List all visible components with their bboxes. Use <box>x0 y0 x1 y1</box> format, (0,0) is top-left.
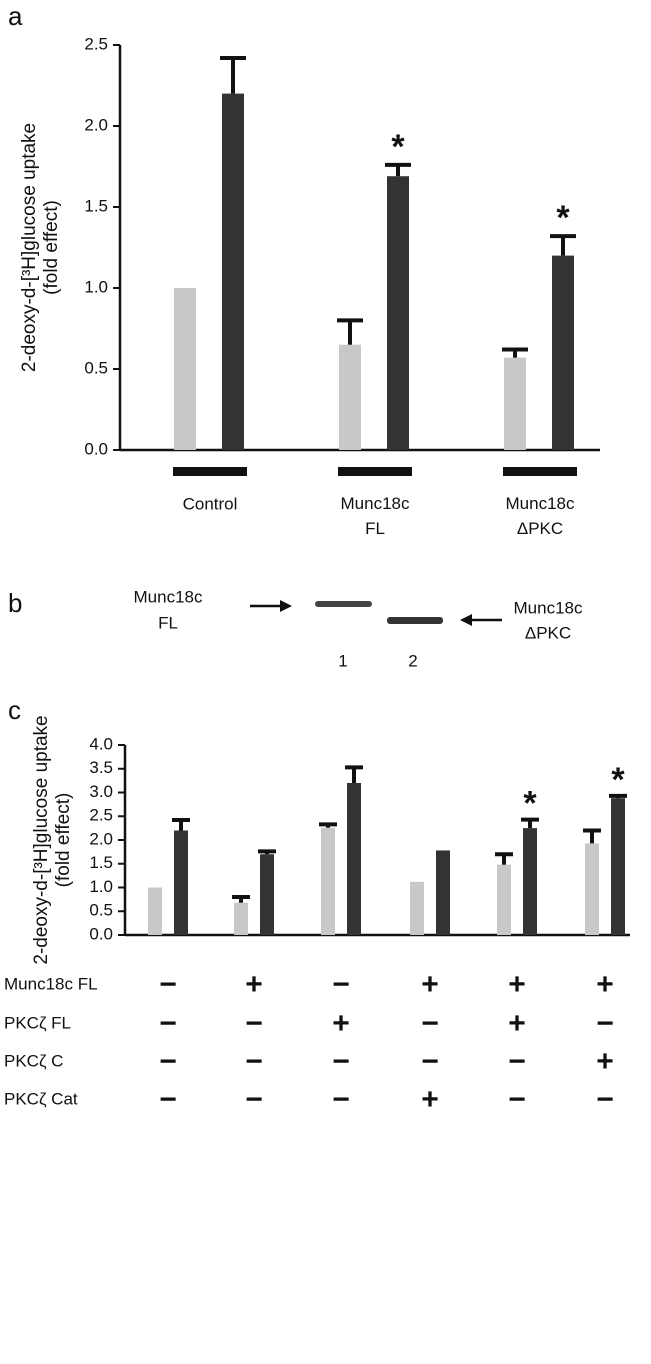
group-bar <box>503 467 577 476</box>
bar <box>260 854 274 935</box>
panel-label: b <box>8 588 22 618</box>
y-tick-label: 3.0 <box>89 782 113 801</box>
y-axis-label: (fold effect) <box>41 200 62 295</box>
y-axis-label: (fold effect) <box>53 793 74 888</box>
blot-label: Munc18c <box>514 598 583 617</box>
condition-sign: − <box>159 1045 177 1078</box>
significance: * <box>556 199 570 237</box>
y-tick-label: 2.5 <box>89 806 113 825</box>
y-tick-label: 3.5 <box>89 758 113 777</box>
condition-label: Munc18c FL <box>4 974 98 993</box>
condition-sign: − <box>332 1045 350 1078</box>
y-tick-label: 0.5 <box>89 901 113 920</box>
condition-sign: + <box>332 1007 350 1040</box>
y-tick-label: 2.5 <box>84 34 108 53</box>
y-tick-label: 0.5 <box>84 358 108 377</box>
condition-sign: − <box>332 1083 350 1116</box>
band <box>387 617 443 624</box>
condition-sign: − <box>508 1045 526 1078</box>
condition-label: PKCζ Cat <box>4 1089 78 1108</box>
condition-sign: − <box>421 1007 439 1040</box>
bar <box>347 783 361 935</box>
condition-label: PKCζ FL <box>4 1013 71 1032</box>
y-tick-label: 1.0 <box>89 877 113 896</box>
condition-sign: − <box>159 1083 177 1116</box>
condition-sign: + <box>508 968 526 1001</box>
group-bar <box>338 467 412 476</box>
condition-sign: − <box>159 968 177 1001</box>
lane-label: 1 <box>338 651 347 670</box>
y-tick-label: 2.0 <box>84 115 108 134</box>
bar <box>497 865 511 935</box>
significance: * <box>611 761 625 799</box>
bar <box>523 828 537 935</box>
condition-sign: − <box>508 1083 526 1116</box>
condition-sign: + <box>596 1045 614 1078</box>
y-tick-label: 2.0 <box>89 829 113 848</box>
condition-sign: + <box>421 968 439 1001</box>
bar <box>504 358 526 450</box>
figure: a b c Munc18c FL Munc18c ΔPKC 1 2 0.0 0.5… <box>0 0 651 1364</box>
condition-sign: − <box>245 1083 263 1116</box>
condition-sign: − <box>596 1083 614 1116</box>
y-tick-label: 1.5 <box>84 196 108 215</box>
condition-sign: + <box>596 968 614 1001</box>
blot-label: Munc18c <box>134 587 203 606</box>
condition-sign: + <box>245 968 263 1001</box>
condition-sign: − <box>245 1045 263 1078</box>
panel-label: c <box>8 695 21 725</box>
bar <box>585 843 599 935</box>
condition-sign: − <box>159 1007 177 1040</box>
arrow-head <box>280 600 292 612</box>
y-tick-label: 0.0 <box>84 439 108 458</box>
bar <box>339 345 361 450</box>
condition-sign: − <box>421 1045 439 1078</box>
band <box>315 601 372 607</box>
lane-label: 2 <box>408 651 417 670</box>
bar <box>174 831 188 936</box>
y-axis-label: 2-deoxy-d-[³H]glucose uptake <box>19 123 40 372</box>
condition-sign: − <box>596 1007 614 1040</box>
bar <box>321 828 335 935</box>
condition-sign: − <box>332 968 350 1001</box>
page: a b c Munc18c FL Munc18c ΔPKC 1 2 0.0 0.5… <box>0 0 651 1364</box>
bar <box>410 882 424 935</box>
arrow-head <box>460 614 472 626</box>
significance: * <box>523 785 537 823</box>
bar <box>174 288 196 450</box>
bar <box>611 798 625 935</box>
y-axis-label: 2-deoxy-d-[³H]glucose uptake <box>31 715 52 964</box>
y-tick-label: 1.0 <box>84 277 108 296</box>
bar <box>436 850 450 935</box>
bar <box>387 176 409 450</box>
x-tick-label: Control <box>183 494 238 513</box>
bar <box>222 94 244 450</box>
condition-label: PKCζ C <box>4 1051 63 1070</box>
bar <box>148 888 162 936</box>
y-tick-label: 0.0 <box>89 924 113 943</box>
condition-sign: + <box>421 1083 439 1116</box>
group-bar <box>173 467 247 476</box>
bar <box>552 256 574 450</box>
y-tick-label: 4.0 <box>89 734 113 753</box>
condition-sign: − <box>245 1007 263 1040</box>
bar <box>234 903 248 935</box>
blot-label: ΔPKC <box>525 623 571 642</box>
y-tick-label: 1.5 <box>89 853 113 872</box>
significance: * <box>391 128 405 166</box>
panel-label: a <box>8 1 23 31</box>
condition-sign: + <box>508 1007 526 1040</box>
blot-label: FL <box>158 613 178 632</box>
